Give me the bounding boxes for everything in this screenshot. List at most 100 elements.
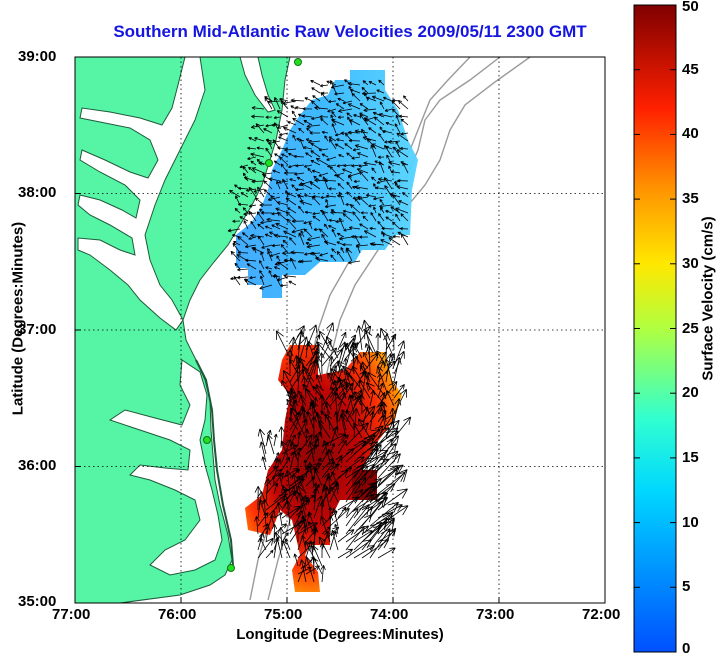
velocity-arrow bbox=[299, 138, 305, 150]
velocity-arrow bbox=[273, 233, 289, 238]
velocity-arrow bbox=[295, 188, 305, 192]
velocity-arrow bbox=[303, 146, 313, 150]
velocity-arrow bbox=[319, 209, 329, 214]
velocity-arrow bbox=[318, 536, 331, 559]
velocity-arrow bbox=[312, 95, 321, 102]
velocity-arrow bbox=[330, 114, 337, 126]
velocity-arrow bbox=[233, 241, 241, 246]
velocity-arrow bbox=[331, 123, 337, 134]
velocity-arrow bbox=[256, 211, 265, 222]
velocity-arrows-north bbox=[227, 79, 409, 290]
velocity-arrow bbox=[243, 220, 249, 230]
velocity-arrow bbox=[250, 152, 265, 158]
velocity-arrow bbox=[289, 447, 302, 455]
velocity-arrow bbox=[265, 429, 272, 447]
velocity-arrow bbox=[259, 208, 265, 214]
velocity-arrow bbox=[294, 172, 305, 176]
velocity-arrow bbox=[273, 433, 278, 447]
velocity-arrow bbox=[363, 161, 377, 166]
velocity-arrow bbox=[306, 244, 321, 249]
velocity-arrow bbox=[273, 116, 281, 120]
velocity-arrow bbox=[246, 263, 257, 270]
velocity-arrow bbox=[353, 443, 379, 479]
velocity-arrow bbox=[344, 143, 353, 150]
y-tick-label: 35:00 bbox=[18, 593, 57, 610]
velocity-arrow bbox=[311, 196, 321, 206]
velocity-arrow bbox=[279, 156, 289, 166]
velocity-arrow bbox=[370, 144, 377, 158]
velocity-arrow bbox=[232, 242, 241, 254]
velocity-arrow bbox=[299, 259, 313, 264]
x-tick-label: 76:00 bbox=[158, 606, 197, 623]
velocity-arrow bbox=[274, 96, 281, 110]
velocity-arrow bbox=[375, 186, 385, 190]
velocity-arrow bbox=[398, 200, 409, 206]
velocity-arrow bbox=[301, 534, 307, 551]
velocity-arrow bbox=[247, 146, 257, 150]
velocity-arrow bbox=[349, 119, 361, 126]
velocity-arrow bbox=[301, 114, 313, 118]
velocity-arrow bbox=[342, 209, 353, 214]
outer-banks bbox=[195, 359, 234, 566]
velocity-arrow bbox=[297, 463, 322, 479]
velocity-arrow bbox=[321, 461, 335, 479]
velocity-arrow bbox=[273, 458, 282, 479]
velocity-arrow bbox=[345, 409, 355, 423]
colorbar-tick-label: 45 bbox=[682, 60, 699, 78]
velocity-arrow bbox=[337, 382, 354, 407]
velocity-arrow bbox=[378, 79, 385, 86]
velocity-arrow bbox=[306, 236, 321, 242]
velocity-arrow bbox=[289, 178, 297, 182]
velocity-arrow bbox=[377, 351, 387, 367]
velocity-arrow bbox=[334, 172, 345, 177]
velocity-arrow bbox=[273, 452, 280, 463]
velocity-arrow bbox=[296, 492, 307, 519]
velocity-arrow bbox=[285, 197, 297, 206]
velocity-arrow bbox=[265, 472, 285, 495]
velocity-arrow bbox=[275, 330, 291, 359]
velocity-arrow bbox=[295, 357, 305, 391]
velocity-arrow bbox=[327, 164, 337, 168]
land-mass bbox=[75, 57, 291, 603]
velocity-arrow bbox=[312, 545, 323, 567]
velocity-arrow bbox=[289, 451, 297, 471]
velocity-arrow bbox=[310, 143, 321, 150]
velocity-arrow bbox=[321, 378, 342, 407]
velocity-arrow bbox=[268, 177, 281, 182]
velocity-arrow bbox=[360, 211, 369, 215]
velocity-arrow bbox=[268, 270, 273, 278]
velocity-arrow bbox=[282, 251, 297, 256]
velocity-arrow bbox=[347, 174, 353, 182]
velocity-arrow bbox=[366, 138, 377, 150]
velocity-arrow bbox=[327, 108, 337, 113]
velocity-arrow bbox=[318, 172, 329, 177]
velocity-arrow bbox=[284, 148, 297, 152]
velocity-arrow bbox=[248, 166, 257, 174]
velocity-arrow bbox=[259, 203, 273, 208]
velocity-arrow bbox=[292, 117, 305, 126]
velocity-arrow bbox=[347, 81, 361, 86]
velocity-arrow bbox=[242, 207, 249, 214]
velocity-arrow bbox=[265, 115, 273, 119]
velocity-arrow bbox=[273, 495, 286, 511]
velocity-arrow bbox=[399, 146, 409, 151]
velocity-arrow bbox=[253, 188, 265, 193]
velocity-arrow bbox=[247, 156, 257, 161]
velocity-arrow bbox=[371, 167, 377, 174]
velocity-arrow bbox=[311, 116, 321, 120]
velocity-arrow bbox=[377, 435, 399, 463]
velocity-arrow bbox=[255, 123, 265, 134]
velocity-arrow bbox=[330, 210, 345, 215]
velocity-arrow bbox=[292, 134, 297, 142]
velocity-arrow bbox=[345, 525, 365, 551]
velocity-arrow bbox=[304, 97, 313, 102]
velocity-arrow bbox=[400, 233, 409, 246]
velocity-arrow bbox=[320, 195, 329, 200]
velocity-arrow bbox=[371, 143, 385, 150]
velocity-arrow bbox=[312, 486, 320, 511]
velocity-arrow bbox=[399, 227, 409, 231]
colorbar-tick-label: 35 bbox=[682, 190, 699, 208]
velocity-arrow bbox=[353, 391, 371, 415]
velocity-arrow bbox=[384, 108, 393, 112]
velocity-arrow bbox=[384, 140, 393, 144]
